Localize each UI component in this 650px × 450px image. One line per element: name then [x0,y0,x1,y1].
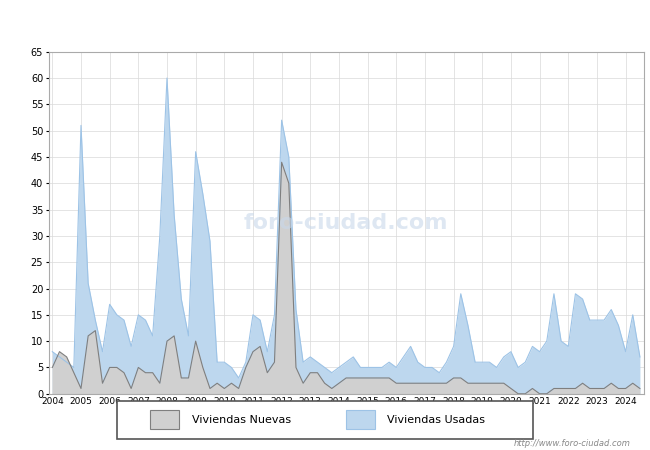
Text: Viviendas Nuevas: Viviendas Nuevas [192,414,291,425]
Text: foro-ciudad.com: foro-ciudad.com [244,213,448,233]
Text: Viviendas Usadas: Viviendas Usadas [387,414,486,425]
Bar [150,410,179,429]
Text: Cortegana - Evolucion del Nº de Transacciones Inmobiliarias: Cortegana - Evolucion del Nº de Transacc… [105,17,545,32]
Bar [346,410,375,429]
Text: http://www.foro-ciudad.com: http://www.foro-ciudad.com [514,439,630,448]
